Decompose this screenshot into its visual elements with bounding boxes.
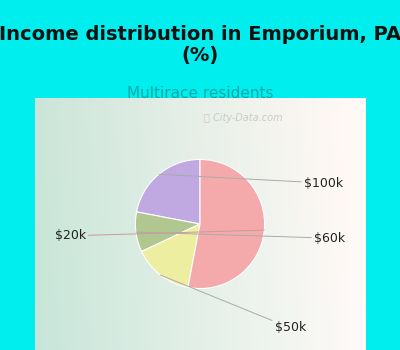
Wedge shape — [136, 212, 200, 252]
Wedge shape — [188, 160, 264, 288]
Text: $50k: $50k — [160, 275, 306, 335]
Text: Income distribution in Emporium, PA
(%): Income distribution in Emporium, PA (%) — [0, 25, 400, 65]
Text: ⓘ City-Data.com: ⓘ City-Data.com — [204, 113, 283, 123]
Wedge shape — [142, 224, 200, 287]
Text: $20k: $20k — [55, 229, 264, 242]
Wedge shape — [136, 160, 200, 224]
Text: $60k: $60k — [136, 232, 345, 245]
Text: $100k: $100k — [159, 174, 343, 190]
Text: Multirace residents: Multirace residents — [127, 86, 273, 101]
